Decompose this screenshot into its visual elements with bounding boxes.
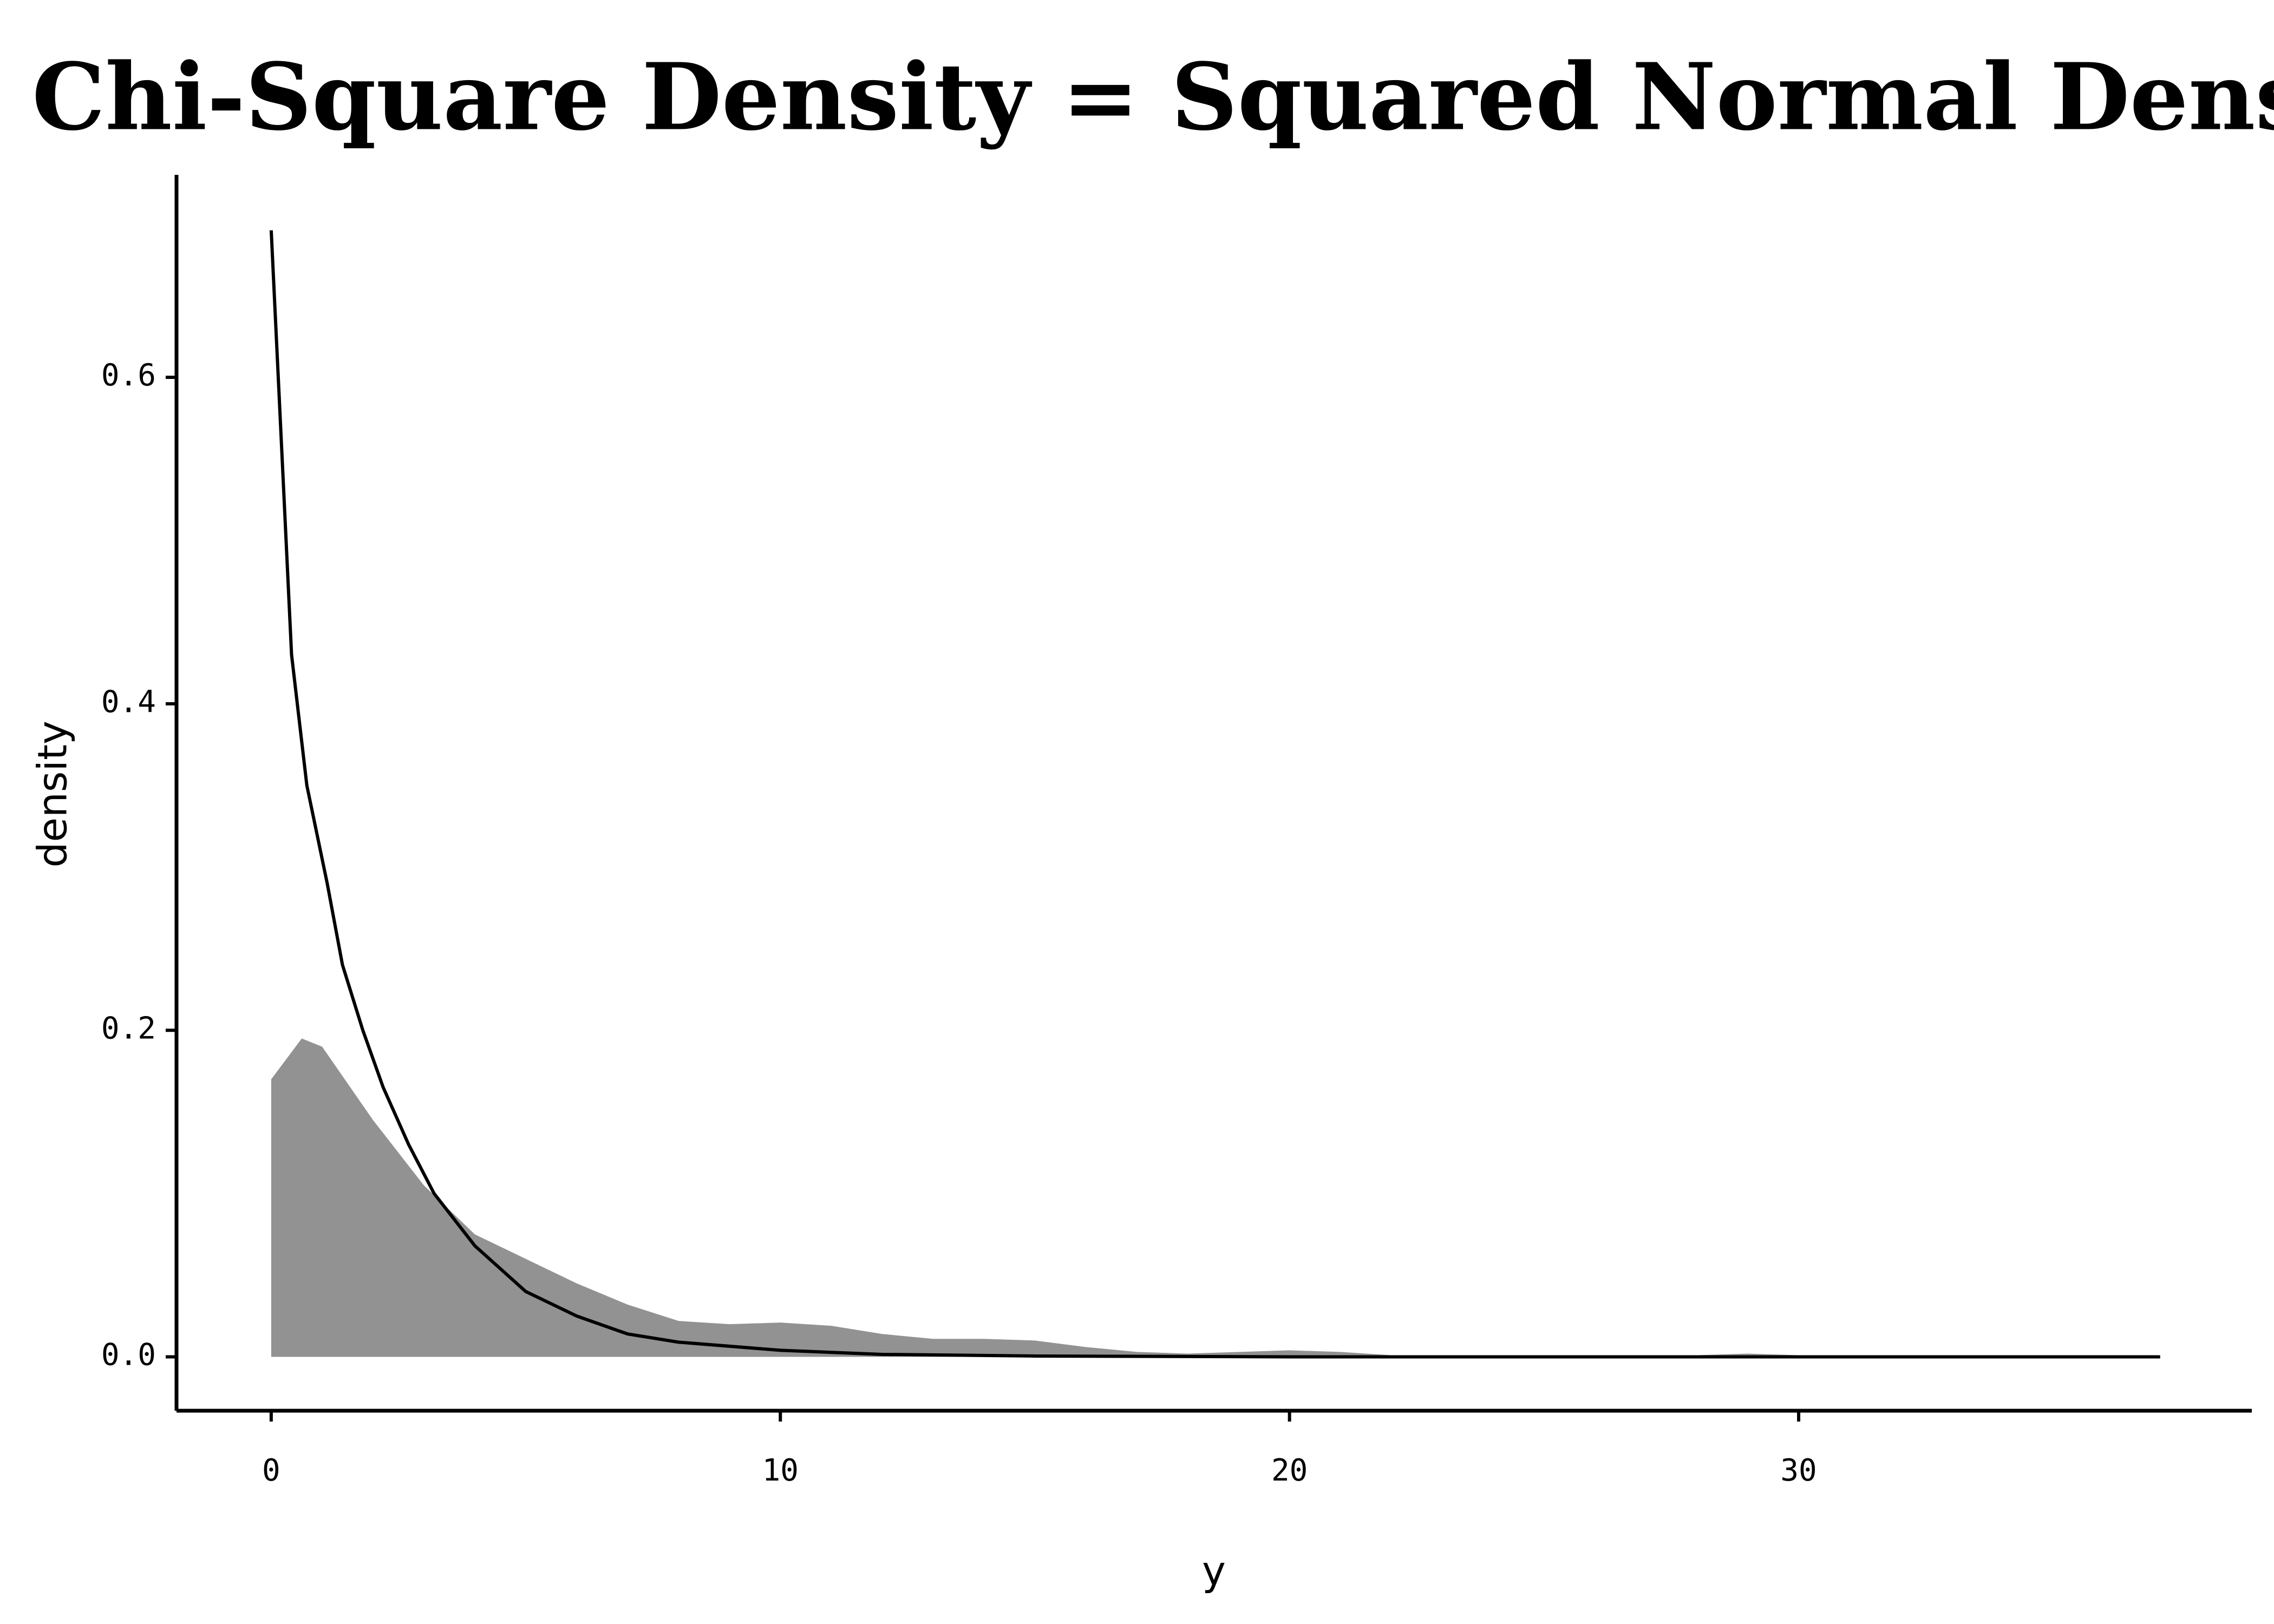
x-tick-label: 10 xyxy=(762,1453,799,1488)
y-tick-label: 0.2 xyxy=(101,1011,156,1046)
x-tick-label: 30 xyxy=(1780,1453,1816,1488)
y-tick-label: 0.4 xyxy=(101,684,156,719)
density-line xyxy=(269,230,2160,1359)
density-area xyxy=(271,1038,2160,1357)
x-tick-label: 20 xyxy=(1271,1453,1308,1488)
y-axis-label: density xyxy=(30,721,76,867)
x-axis-label: y xyxy=(1202,1548,1226,1595)
y-tick-label: 0.6 xyxy=(101,358,156,393)
chart-title: Chi-Square Density = Squared Normal Dens… xyxy=(32,43,2274,152)
y-tick-label: 0.0 xyxy=(101,1338,156,1373)
x-tick-label: 0 xyxy=(262,1453,280,1488)
